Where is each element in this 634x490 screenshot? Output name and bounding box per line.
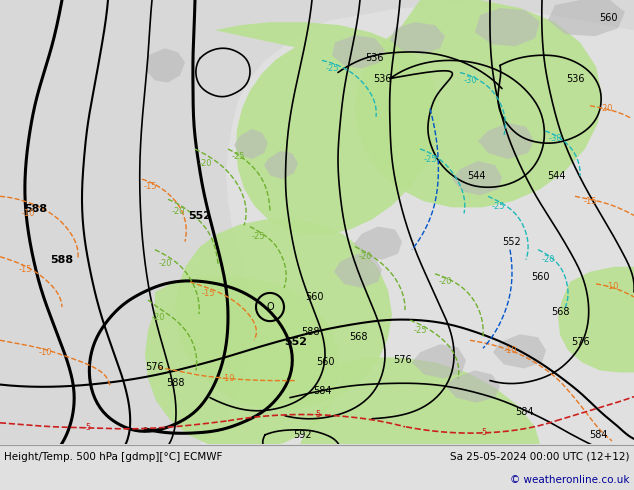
Text: 576: 576 <box>146 363 164 372</box>
Text: 576: 576 <box>394 355 412 366</box>
Text: -10: -10 <box>38 348 52 357</box>
Text: O: O <box>266 302 274 312</box>
Text: -15: -15 <box>201 290 215 298</box>
Text: -15: -15 <box>583 197 597 206</box>
Text: 560: 560 <box>316 357 334 368</box>
Polygon shape <box>264 151 298 179</box>
Text: -25: -25 <box>491 202 505 211</box>
Text: -20: -20 <box>358 252 372 261</box>
Text: -5: -5 <box>480 428 488 438</box>
Text: -20: -20 <box>599 104 612 113</box>
Text: 592: 592 <box>293 430 311 440</box>
Text: 552: 552 <box>188 211 212 221</box>
Text: -10: -10 <box>503 346 517 355</box>
Text: -10: -10 <box>22 209 35 218</box>
Text: -25: -25 <box>251 232 265 241</box>
Text: -25: -25 <box>413 326 427 335</box>
Text: -20: -20 <box>541 255 555 264</box>
Polygon shape <box>390 22 445 54</box>
Text: -25: -25 <box>424 154 437 164</box>
Polygon shape <box>175 220 392 410</box>
Text: 576: 576 <box>571 337 590 347</box>
Polygon shape <box>0 0 634 444</box>
Polygon shape <box>215 22 440 235</box>
Text: 536: 536 <box>566 74 585 83</box>
Text: -10: -10 <box>605 282 619 292</box>
Text: 560: 560 <box>305 292 323 302</box>
Polygon shape <box>354 226 402 260</box>
Text: 588: 588 <box>301 327 320 337</box>
Text: 588: 588 <box>165 377 184 388</box>
Text: -30: -30 <box>548 134 562 144</box>
Text: -20: -20 <box>198 159 212 168</box>
Text: -20: -20 <box>152 313 165 321</box>
Polygon shape <box>478 123 534 159</box>
Polygon shape <box>334 254 382 288</box>
Polygon shape <box>355 0 602 207</box>
Polygon shape <box>145 277 340 450</box>
Text: -20: -20 <box>171 207 184 216</box>
Text: -5: -5 <box>314 410 322 419</box>
Text: Sa 25-05-2024 00:00 UTC (12+12): Sa 25-05-2024 00:00 UTC (12+12) <box>451 452 630 462</box>
Text: 568: 568 <box>551 307 569 317</box>
Text: -15: -15 <box>18 265 32 274</box>
Text: 588: 588 <box>51 255 74 265</box>
Polygon shape <box>332 35 385 69</box>
Polygon shape <box>493 334 546 368</box>
Text: 560: 560 <box>598 13 618 23</box>
Polygon shape <box>445 370 500 403</box>
Polygon shape <box>452 161 502 196</box>
Text: -25: -25 <box>231 151 245 161</box>
Text: 536: 536 <box>365 53 383 63</box>
Text: -30: -30 <box>463 76 477 85</box>
Polygon shape <box>234 129 268 159</box>
Text: 584: 584 <box>589 430 607 440</box>
Text: © weatheronline.co.uk: © weatheronline.co.uk <box>510 475 630 485</box>
Text: 552: 552 <box>285 337 307 347</box>
Text: Height/Temp. 500 hPa [gdmp][°C] ECMWF: Height/Temp. 500 hPa [gdmp][°C] ECMWF <box>4 452 223 462</box>
Text: -25: -25 <box>325 64 339 73</box>
Text: -20: -20 <box>158 259 172 268</box>
Text: 552: 552 <box>503 237 521 246</box>
Polygon shape <box>558 267 634 372</box>
Polygon shape <box>146 49 185 82</box>
Text: -5: -5 <box>84 423 92 432</box>
Polygon shape <box>412 344 466 378</box>
Text: 544: 544 <box>547 171 566 181</box>
Text: 536: 536 <box>373 74 391 83</box>
Text: 544: 544 <box>467 171 485 181</box>
Text: 584: 584 <box>313 386 331 395</box>
Text: -10: -10 <box>221 374 235 383</box>
Polygon shape <box>300 357 540 444</box>
Polygon shape <box>475 8 540 47</box>
Text: 568: 568 <box>349 332 367 342</box>
Text: 584: 584 <box>515 407 533 416</box>
Text: 560: 560 <box>531 272 549 282</box>
Text: -20: -20 <box>438 277 452 286</box>
Text: 588: 588 <box>25 204 48 215</box>
Polygon shape <box>548 0 625 36</box>
Text: -15: -15 <box>143 182 157 191</box>
